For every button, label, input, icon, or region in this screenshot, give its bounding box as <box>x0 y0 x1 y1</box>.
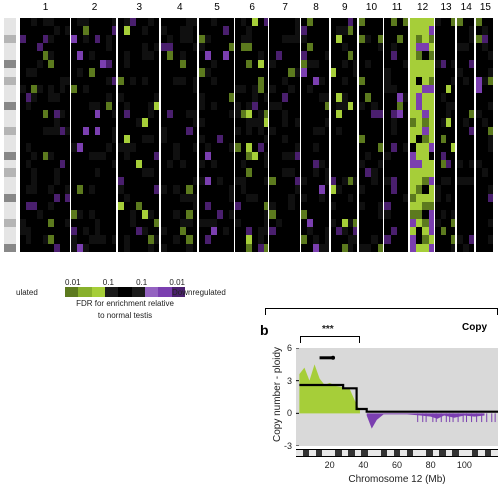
chromosome-labels: 123456789101112131415 <box>20 2 495 16</box>
y-axis-label: Copy number - ploidy <box>272 347 283 442</box>
sig-bracket <box>300 336 360 337</box>
significance-stars: *** <box>322 324 334 335</box>
chr12-ideogram <box>296 449 498 457</box>
panel-b-tag: b <box>260 322 269 338</box>
x-axis-label: Chromosome 12 (Mb) <box>348 474 445 485</box>
copy-title: Copy <box>462 322 487 333</box>
row-sidebar <box>4 18 16 252</box>
color-legend: 0.010.10.10.01 ulated Downregulated FDR … <box>40 278 210 320</box>
cnv-plot <box>296 348 498 446</box>
chr12-bracket <box>265 308 498 309</box>
heatmap <box>20 18 495 252</box>
